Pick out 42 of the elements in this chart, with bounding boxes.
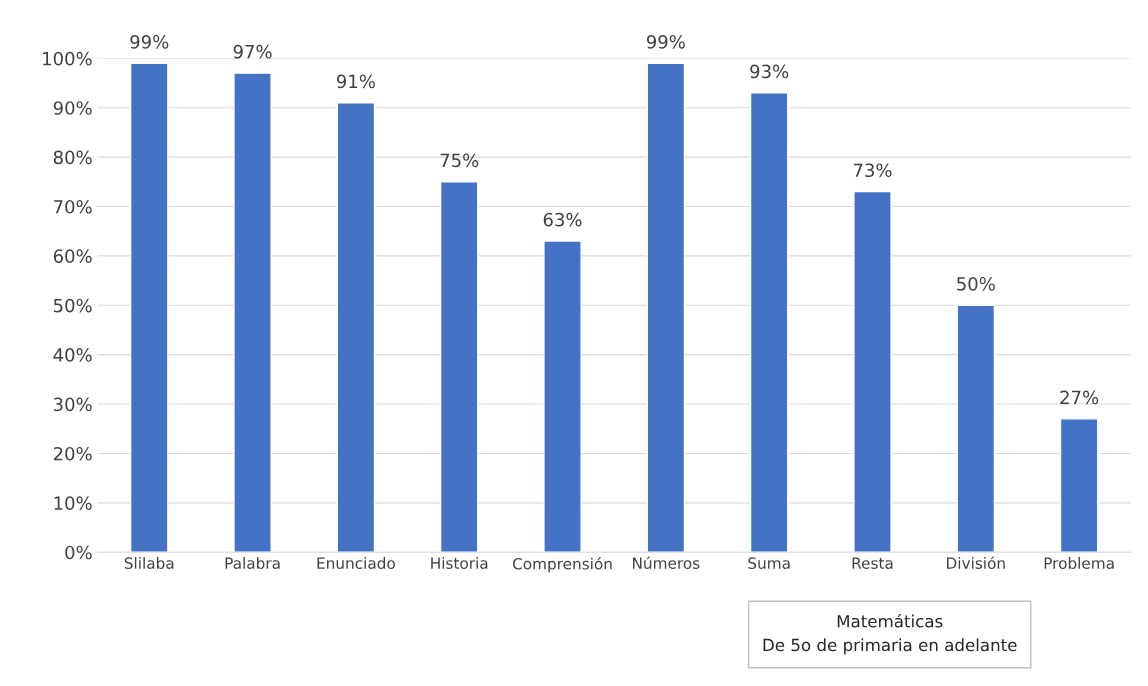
bar: [956, 304, 996, 553]
y-tick-label: 90%: [53, 101, 92, 115]
bar: [646, 62, 686, 553]
data-label: 63%: [543, 212, 582, 227]
x-tick-label: Problema: [1044, 557, 1114, 569]
x-tick-label: Comprensión: [512, 557, 612, 573]
x-tick-label: Enunciado: [317, 557, 395, 569]
y-tick-label: 0%: [65, 545, 92, 560]
y-tick-label: 40%: [53, 348, 92, 362]
data-label: 50%: [957, 277, 995, 291]
data-label: 73%: [853, 163, 892, 178]
x-tick-label: Palabra: [225, 557, 280, 569]
data-label: 27%: [1060, 390, 1099, 405]
data-label: 93%: [750, 64, 789, 79]
bar: [749, 92, 789, 553]
y-tick-label: 30%: [53, 397, 92, 412]
y-tick-label: 80%: [53, 150, 92, 165]
x-tick-label: División: [947, 556, 1005, 569]
x-tick-label: Historia: [431, 557, 488, 569]
data-label: 91%: [336, 74, 375, 89]
data-label: 99%: [130, 34, 169, 49]
x-tick-label: Suma: [748, 557, 790, 569]
bar: [129, 62, 169, 553]
y-tick-label: 10%: [54, 496, 92, 510]
bar: [853, 190, 892, 553]
bar: [543, 240, 582, 553]
bar: [336, 102, 376, 553]
y-tick-label: 70%: [54, 199, 92, 214]
bar: [439, 181, 479, 553]
bar: [1059, 418, 1099, 553]
data-label: 97%: [233, 44, 272, 59]
text: Matemáticas De 5o de primaria en adelante: [763, 613, 1017, 655]
x-tick-label: Números: [633, 556, 700, 569]
y-tick-label: 100%: [43, 51, 92, 66]
bar: [233, 72, 272, 553]
x-tick-label: Resta: [852, 557, 893, 569]
data-label: 99%: [646, 34, 685, 49]
x-tick-label: Slilaba: [124, 557, 174, 569]
y-tick-label: 60%: [53, 249, 92, 263]
data-label: 75%: [440, 153, 479, 168]
y-tick-label: 20%: [53, 446, 92, 461]
y-tick-label: 50%: [53, 298, 92, 313]
